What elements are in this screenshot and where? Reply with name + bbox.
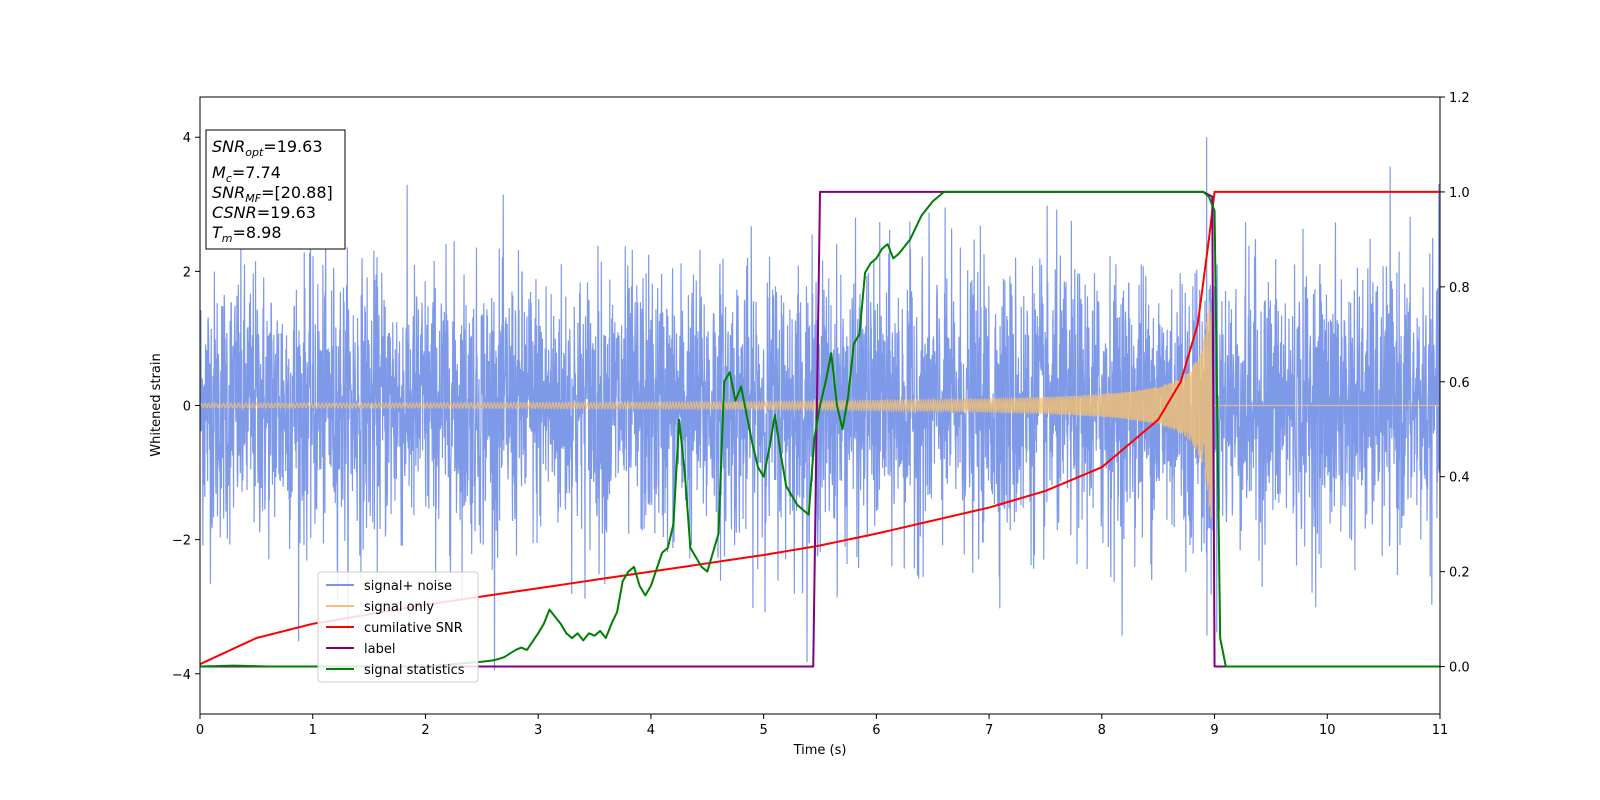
y2-tick-label: 0.0	[1449, 661, 1470, 676]
x-tick-label: 0	[196, 723, 204, 738]
info-snr-opt: SNRopt=19.63	[212, 137, 323, 159]
y2-tick-label: 1.0	[1449, 186, 1470, 201]
series-signal-statistics	[200, 190, 1440, 668]
x-axis-label: Time (s)	[793, 743, 847, 758]
info-csnr: CSNR=19.63	[212, 203, 316, 222]
x-tick-label: 8	[1098, 723, 1106, 738]
info-snr-mf: SNRMF=[20.88]	[212, 183, 333, 205]
legend-label-cumulative-snr: cumilative SNR	[364, 621, 463, 636]
y2-tick-label: 0.2	[1449, 566, 1470, 581]
x-tick-label: 6	[872, 723, 880, 738]
legend-label-signal-statistics: signal statistics	[364, 663, 465, 678]
y2-tick-label: 0.8	[1449, 281, 1470, 296]
axis-ticks: 0 1 2 3 4 5 6 7 8 9 10 11 −4 −2 0 2 4 0.0 0.2 0.4 0.6 0.8 1.0 1…	[172, 91, 1470, 738]
y2-tick-label: 0.4	[1449, 471, 1470, 486]
info-chirp-mass: Mc=7.74	[212, 163, 281, 185]
y2-tick-label: 0.6	[1449, 376, 1470, 391]
y-tick-label: 4	[183, 131, 191, 146]
info-box-frame	[205, 129, 346, 250]
x-tick-label: 11	[1432, 723, 1449, 738]
x-tick-label: 3	[534, 723, 542, 738]
y-tick-label: 2	[183, 265, 191, 280]
legend: signal+ noise signal only cumilative SNR…	[317, 571, 479, 683]
legend-label-label: label	[364, 642, 395, 657]
legend-frame	[317, 571, 479, 683]
x-tick-label: 10	[1319, 723, 1336, 738]
x-tick-label: 7	[985, 723, 993, 738]
y-tick-label: 0	[183, 400, 191, 415]
x-tick-label: 2	[421, 723, 429, 738]
y-axis-label: Whitened strain	[149, 353, 164, 456]
x-tick-label: 4	[647, 723, 655, 738]
y-tick-label: −2	[172, 534, 191, 549]
legend-label-signal-only: signal only	[364, 600, 434, 615]
x-tick-label: 9	[1210, 723, 1218, 738]
y-tick-label: −4	[172, 668, 191, 683]
y2-tick-label: 1.2	[1449, 91, 1470, 106]
legend-label-signal-noise: signal+ noise	[364, 579, 452, 594]
info-box: SNRopt=19.63 Mc=7.74 SNRMF=[20.88] CSNR=…	[205, 129, 346, 250]
info-merger-time: Tm=8.98	[212, 223, 282, 245]
x-tick-label: 5	[759, 723, 767, 738]
x-tick-label: 1	[309, 723, 317, 738]
